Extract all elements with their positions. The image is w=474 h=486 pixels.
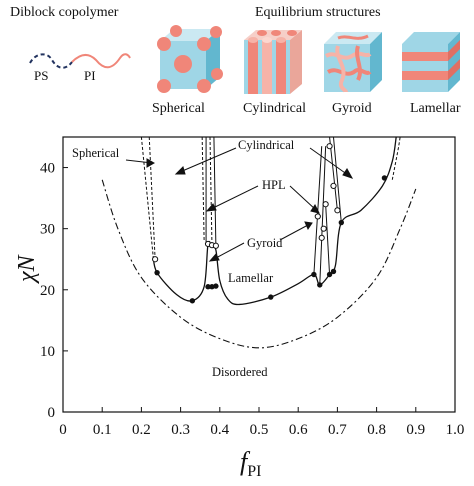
arrow-cylindrical-left bbox=[179, 147, 237, 173]
filled-marker bbox=[154, 269, 160, 276]
open-marker bbox=[320, 225, 327, 232]
filled-marker bbox=[311, 271, 317, 278]
filled-marker bbox=[213, 283, 219, 289]
solid-phase-boundary bbox=[152, 136, 397, 306]
upper-right-boundary bbox=[391, 136, 401, 180]
x-tick-label: 0.7 bbox=[328, 422, 347, 438]
structure-label-gyroid: Gyroid bbox=[332, 101, 372, 116]
arrow-gyroid-left bbox=[213, 242, 245, 260]
open-marker bbox=[326, 143, 333, 150]
equilibrium-title: Equilibrium structures bbox=[255, 5, 381, 20]
filled-marker bbox=[317, 282, 323, 288]
phase-boundary-verticals bbox=[140, 136, 401, 285]
filled-marker bbox=[381, 175, 388, 181]
phase-label-spherical: Spherical bbox=[72, 146, 120, 160]
arrow-gyroid-right bbox=[279, 224, 309, 241]
lamellar-structure-icon bbox=[402, 32, 460, 92]
arrow-hpl-left bbox=[210, 185, 259, 210]
y-tick-label: 40 bbox=[40, 161, 55, 177]
filled-marker bbox=[338, 219, 345, 226]
open-marker bbox=[334, 207, 341, 214]
vertical-boundary bbox=[319, 146, 327, 285]
phase-label-gyroid: Gyroid bbox=[247, 236, 283, 250]
x-ticks: 0 0.1 0.2 0.3 0.4 0.5 0.6 0.7 0.8 0.9 1.0 bbox=[59, 407, 464, 438]
x-tick-label: 0 bbox=[59, 422, 67, 438]
x-tick-label: 0.2 bbox=[132, 422, 151, 438]
open-marker bbox=[330, 182, 337, 189]
x-tick-label: 0.1 bbox=[93, 422, 112, 438]
filled-marker bbox=[189, 298, 196, 304]
phase-label-disordered: Disordered bbox=[212, 365, 268, 379]
structure-label-cylindrical: Cylindrical bbox=[243, 101, 306, 116]
phase-label-lamellar: Lamellar bbox=[228, 271, 274, 285]
filled-marker bbox=[205, 284, 211, 290]
data-markers bbox=[152, 143, 388, 304]
pi-label: PI bbox=[84, 68, 96, 83]
spherical-structure-icon bbox=[157, 25, 223, 93]
x-tick-label: 0.6 bbox=[289, 422, 308, 438]
open-marker bbox=[212, 242, 219, 249]
x-tick-label: 1.0 bbox=[446, 422, 465, 438]
x-tick-label: 0.8 bbox=[367, 422, 386, 438]
x-tick-label: 0.9 bbox=[406, 422, 425, 438]
filled-marker bbox=[326, 271, 333, 278]
copolymer-chain-icon bbox=[29, 53, 131, 69]
vertical-boundary bbox=[209, 136, 213, 246]
vertical-boundary bbox=[140, 136, 154, 257]
vertical-boundary bbox=[325, 204, 331, 275]
arrow-cylindrical-right bbox=[309, 147, 349, 176]
cylindrical-structure-icon bbox=[244, 30, 302, 94]
gyroid-structure-icon bbox=[324, 32, 382, 93]
y-tick-label: 10 bbox=[40, 344, 55, 360]
x-tick-label: 0.3 bbox=[171, 422, 190, 438]
structure-label-spherical: Spherical bbox=[152, 101, 205, 116]
x-tick-label: 0.5 bbox=[250, 422, 269, 438]
vertical-boundary bbox=[148, 136, 156, 260]
phase-boundary-curves bbox=[101, 136, 417, 349]
open-marker bbox=[322, 201, 329, 208]
annotation-arrows bbox=[125, 147, 354, 262]
y-tick-label: 0 bbox=[48, 405, 56, 421]
y-axis-label: χN bbox=[14, 253, 40, 284]
copolymer-title: Diblock copolymer bbox=[10, 5, 119, 20]
x-axis-label: fPI bbox=[240, 447, 261, 480]
phase-label-cylindrical: Cylindrical bbox=[238, 138, 295, 152]
open-marker bbox=[318, 234, 325, 241]
vertical-boundary bbox=[329, 136, 338, 211]
y-tick-label: 20 bbox=[40, 283, 55, 299]
filled-marker bbox=[330, 268, 337, 275]
phase-label-hpl: HPL bbox=[262, 178, 286, 192]
mean-field-boundary bbox=[101, 179, 417, 349]
vertical-boundary bbox=[332, 136, 342, 223]
y-tick-label: 30 bbox=[40, 222, 55, 238]
x-tick-label: 0.4 bbox=[210, 422, 229, 438]
open-marker bbox=[314, 213, 321, 220]
arrow-hpl-right bbox=[289, 185, 317, 211]
ps-label: PS bbox=[34, 68, 48, 83]
vertical-boundary bbox=[201, 136, 205, 241]
open-marker bbox=[152, 256, 159, 263]
vertical-boundary bbox=[213, 136, 217, 246]
y-ticks: 0 10 20 30 40 bbox=[40, 161, 68, 421]
structure-label-lamellar: Lamellar bbox=[410, 101, 461, 116]
phase-diagram-plot: 0 0.1 0.2 0.3 0.4 0.5 0.6 0.7 0.8 0.9 1.0 0 10 20 30 4… bbox=[14, 136, 464, 480]
filled-marker bbox=[268, 294, 274, 300]
